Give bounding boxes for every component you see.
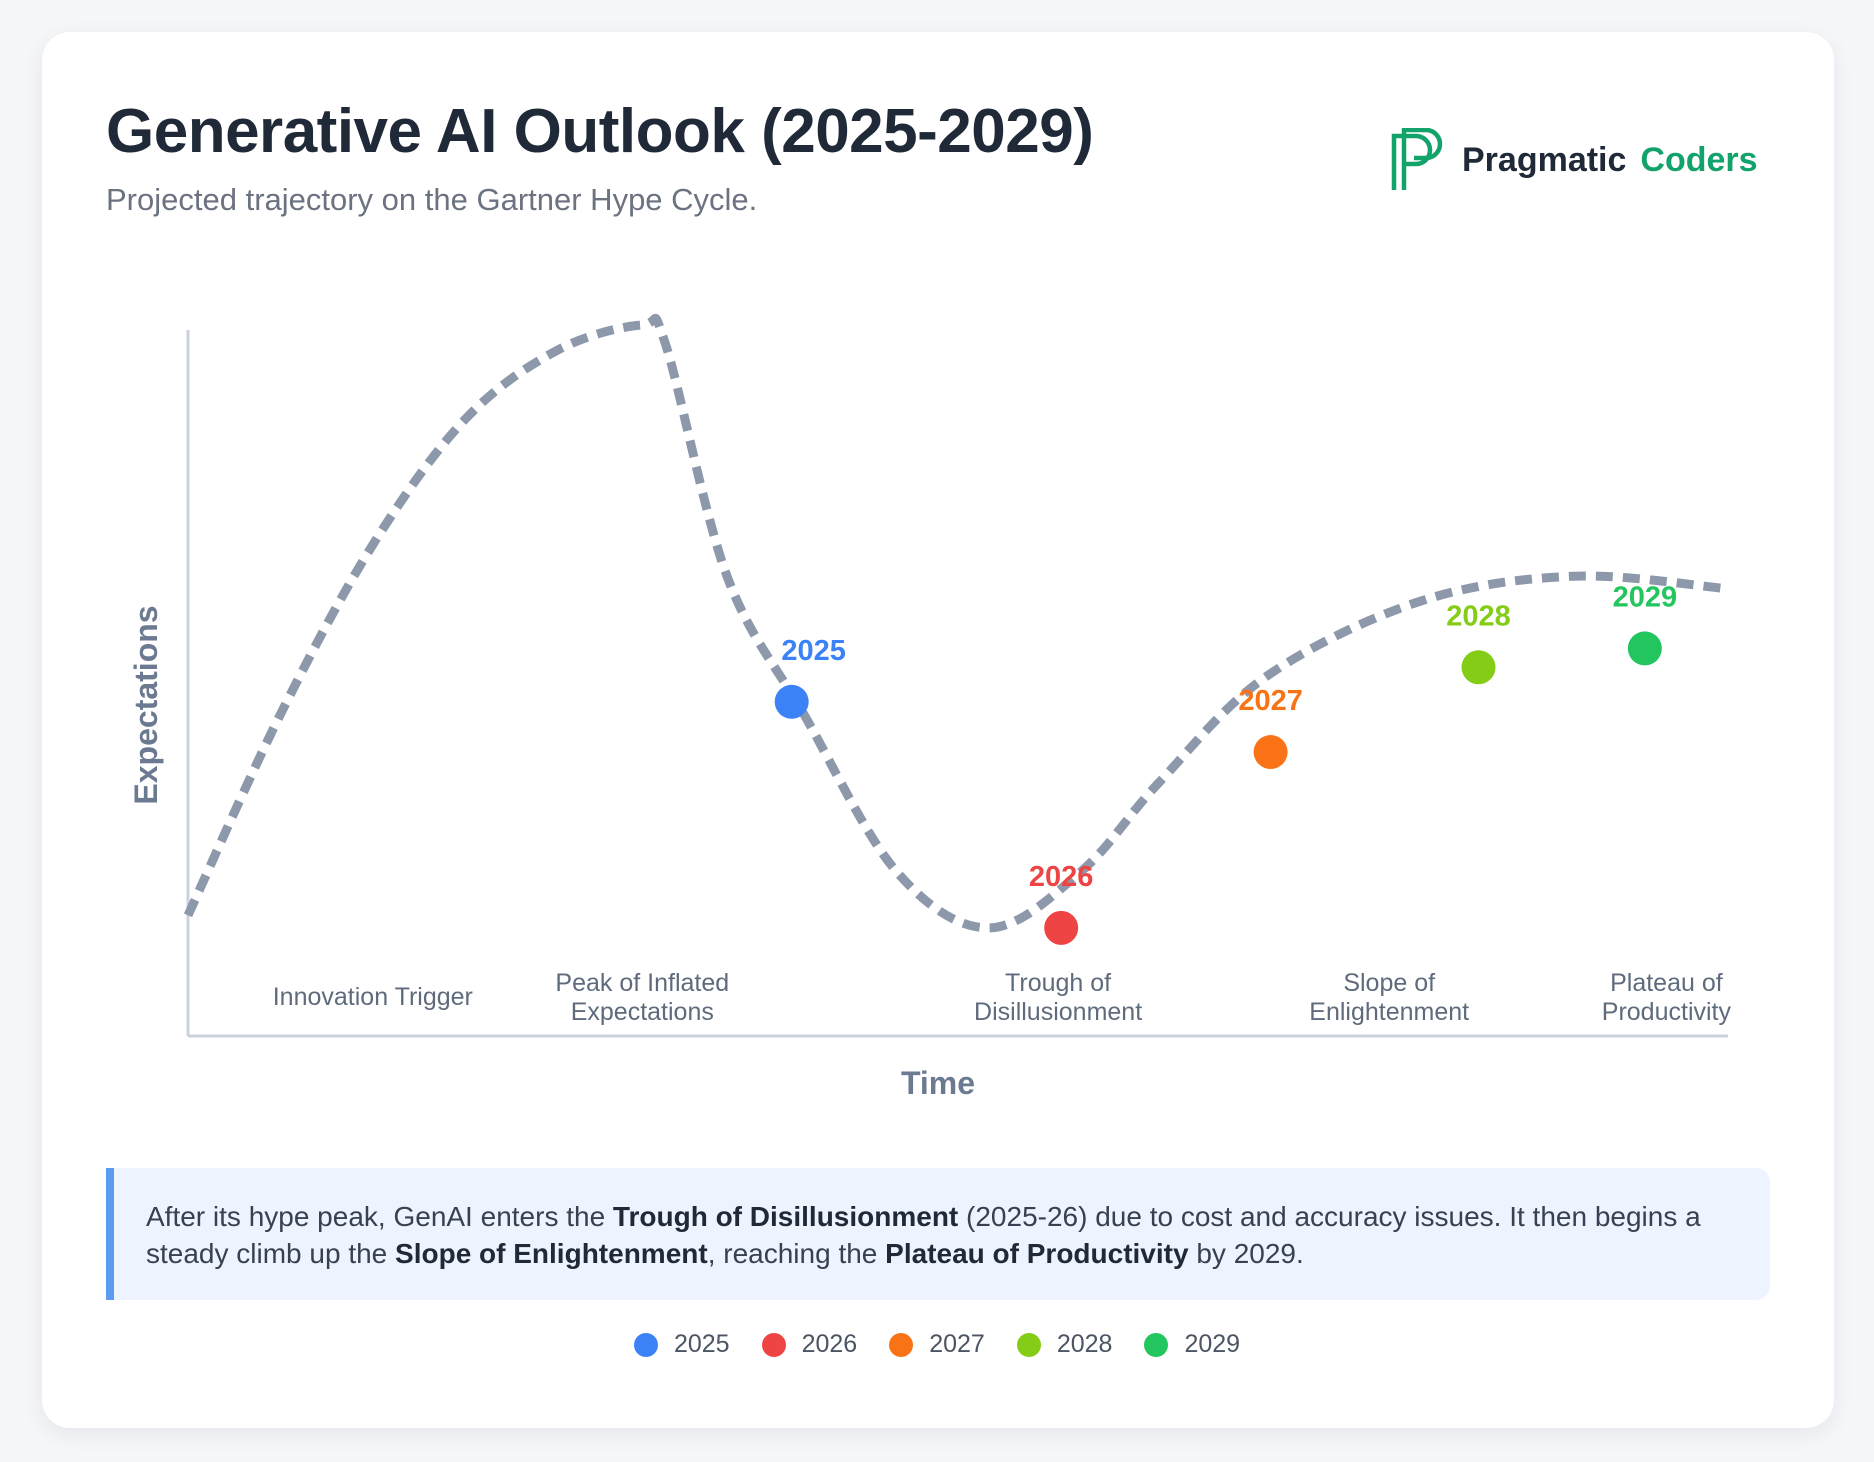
- data-point-2028: [1461, 650, 1496, 685]
- summary-text: , reaching the: [707, 1238, 886, 1269]
- summary-highlight-trough: Trough of Disillusionment: [612, 1201, 959, 1232]
- summary-highlight-slope: Slope of Enlightenment: [395, 1238, 708, 1269]
- page-title: Generative AI Outlook (2025-2029): [106, 97, 1094, 166]
- y-axis-label: Expectations: [128, 605, 164, 804]
- data-label-2027: 2027: [1238, 685, 1303, 717]
- legend-item-2028: 2028: [1016, 1330, 1113, 1359]
- summary-text: (2025-26) due to cost and accuracy issue…: [146, 1201, 1701, 1269]
- phase-label: Innovation Trigger: [273, 983, 473, 1011]
- legend-item-2027: 2027: [889, 1330, 985, 1359]
- phase-label: Slope of: [1343, 969, 1435, 997]
- phase-label: Expectations: [571, 998, 714, 1026]
- hype-cycle-curve: [183, 313, 1729, 933]
- data-label-2026: 2026: [1029, 861, 1094, 893]
- brand-logo: Pragmatic Coders: [1390, 128, 1758, 192]
- legend-item-2029: 2029: [1144, 1330, 1240, 1359]
- legend-label: 2026: [801, 1330, 858, 1358]
- brand-name-primary: Pragmatic: [1462, 140, 1627, 179]
- legend: 2025 2026 2027 2028 2029: [0, 1330, 1874, 1359]
- x-axis-label: Time: [901, 1065, 975, 1101]
- data-point-2026: [1044, 910, 1079, 945]
- phase-label: Disillusionment: [974, 998, 1142, 1026]
- data-point-2025: [774, 684, 809, 719]
- legend-dot: [761, 1332, 786, 1357]
- data-point-2027: [1253, 735, 1288, 770]
- summary-text: by 2029.: [1188, 1238, 1304, 1269]
- page-subtitle: Projected trajectory on the Gartner Hype…: [106, 182, 758, 217]
- legend-dot: [889, 1332, 914, 1357]
- legend-label: 2025: [673, 1330, 730, 1358]
- phase-label: Peak of Inflated: [555, 969, 729, 997]
- phase-label: Plateau of: [1610, 969, 1723, 997]
- data-point-2029: [1627, 631, 1662, 666]
- brand-name-secondary: Coders: [1640, 140, 1758, 179]
- legend-dot: [1144, 1332, 1169, 1357]
- legend-item-2025: 2025: [633, 1330, 730, 1359]
- legend-item-2026: 2026: [761, 1330, 858, 1359]
- legend-dot: [633, 1332, 658, 1357]
- summary-text: After its hype peak, GenAI enters the: [146, 1201, 613, 1232]
- summary-callout: After its hype peak, GenAI enters the Tr…: [106, 1168, 1770, 1300]
- data-label-2025: 2025: [781, 635, 846, 667]
- summary-highlight-plateau: Plateau of Productivity: [885, 1238, 1189, 1269]
- pragmatic-coders-logo-icon: [1391, 128, 1443, 190]
- data-label-2028: 2028: [1446, 600, 1511, 632]
- phase-label: Enlightenment: [1309, 998, 1469, 1026]
- legend-dot: [1016, 1332, 1041, 1357]
- legend-label: 2028: [1056, 1330, 1113, 1358]
- hype-cycle-chart: Time Expectations Innovation Trigger Peak o…: [128, 313, 1732, 1101]
- data-label-2029: 2029: [1613, 581, 1678, 613]
- legend-label: 2029: [1184, 1330, 1241, 1358]
- phase-label: Trough of: [1005, 969, 1111, 997]
- legend-label: 2027: [929, 1330, 985, 1358]
- phase-label: Productivity: [1602, 998, 1732, 1026]
